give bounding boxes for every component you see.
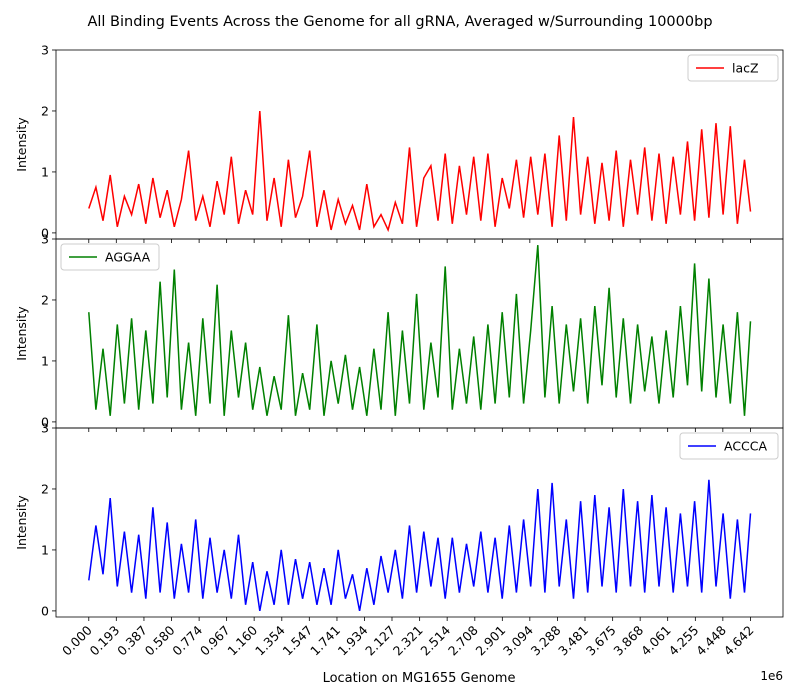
x-tick-label: 2.127: [362, 623, 398, 659]
x-tick-label: 0.967: [197, 623, 233, 659]
x-tick-label: 1.354: [252, 622, 288, 658]
x-tick-label: 3.675: [583, 623, 619, 659]
y-tick-label: 1: [41, 542, 49, 557]
subplot-1: 0 1 2 3 Intensity lacZ: [14, 43, 784, 243]
x-tick-label: 0.774: [169, 622, 205, 658]
series-line-ACCCA: [88, 479, 752, 612]
x-tick-label: 4.255: [666, 623, 702, 659]
y-axis-label: Intensity: [14, 117, 29, 172]
x-tick-label: 4.061: [638, 623, 674, 659]
x-tick-label: 2.708: [445, 622, 481, 658]
x-tick-label: 1.934: [335, 622, 371, 658]
y-tick-label: 1: [41, 353, 49, 368]
y-tick-label: 3: [41, 43, 49, 58]
legend: lacZ: [687, 54, 779, 82]
legend-box: [60, 243, 160, 271]
x-tick-label: 3.094: [500, 622, 536, 658]
x-tick-label: 2.321: [390, 623, 426, 659]
y-tick-label: 2: [41, 292, 49, 307]
x-tick-label: 4.642: [721, 623, 757, 659]
x-tick-label: 4.448: [693, 622, 729, 658]
subplots: 0 1 2 3 Intensity lacZ 0 1 2 3 Intensity AGGAA 0 1 2 3 I…: [14, 43, 784, 621]
legend-box: [679, 432, 779, 460]
x-axis-offset-text: 1e6: [760, 669, 783, 683]
series-line-AGGAA: [88, 245, 752, 416]
x-tick-label: 0.193: [87, 623, 123, 659]
y-tick-label: 0: [41, 414, 49, 429]
y-tick-label: 3: [41, 421, 49, 436]
y-tick-label: 1: [41, 164, 49, 179]
x-axis-label: Location on MG1655 Genome: [323, 671, 516, 686]
subplot-3: 0 1 2 3 Intensity ACCCA: [14, 421, 784, 621]
y-tick-label: 2: [41, 481, 49, 496]
x-tick-label: 2.514: [417, 622, 453, 658]
subplot-2: 0 1 2 3 Intensity AGGAA: [14, 232, 784, 432]
x-axis: 0.0000.1930.3870.5800.7740.9671.1601.354…: [59, 622, 757, 658]
x-tick-label: 0.580: [142, 622, 178, 658]
legend-label: AGGAA: [105, 250, 151, 265]
x-tick-label: 1.547: [280, 623, 316, 659]
x-tick-label: 0.387: [114, 623, 150, 659]
x-tick-label: 2.901: [473, 623, 509, 659]
y-axis-label: Intensity: [14, 306, 29, 361]
legend-box: [687, 54, 779, 82]
y-tick-label: 2: [41, 103, 49, 118]
x-tick-label: 3.288: [528, 622, 564, 658]
y-tick-label: 0: [41, 225, 49, 240]
legend: ACCCA: [679, 432, 779, 460]
x-tick-label: 1.160: [224, 622, 260, 658]
x-tick-label: 3.481: [555, 623, 591, 659]
x-tick-label: 0.000: [59, 622, 95, 658]
y-axis-label: Intensity: [14, 495, 29, 550]
legend-label: lacZ: [732, 61, 759, 76]
y-tick-label: 3: [41, 232, 49, 247]
x-tick-label: 3.868: [610, 622, 646, 658]
y-tick-label: 0: [41, 603, 49, 618]
legend-label: ACCCA: [724, 439, 768, 454]
x-tick-label: 1.741: [307, 623, 343, 659]
plot-frame: [55, 427, 784, 618]
legend: AGGAA: [60, 243, 160, 271]
chart-title: All Binding Events Across the Genome for…: [87, 14, 712, 30]
series-line-lacZ: [88, 110, 752, 233]
